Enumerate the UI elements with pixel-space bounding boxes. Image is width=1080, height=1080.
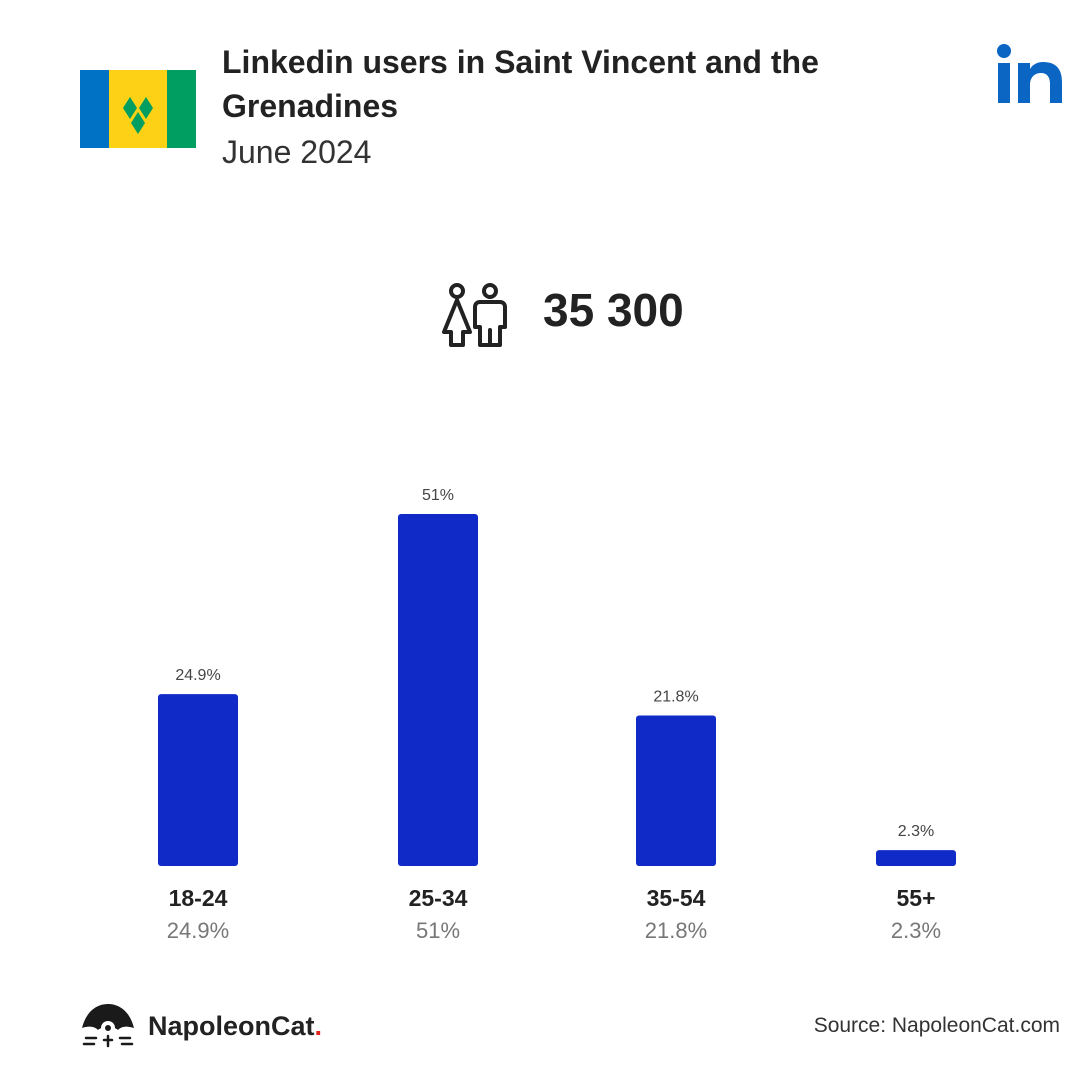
category-percent-label: 2.3%: [891, 918, 941, 943]
page-title: Linkedin users in Saint Vincent and the …: [222, 44, 819, 124]
bar-18-24: [158, 694, 238, 866]
bar-value-label: 51%: [422, 487, 454, 504]
bar-value-label: 2.3%: [898, 823, 934, 840]
age-distribution-chart: 24.9% 18-24 24.9% 51% 25-34 51% 21.8% 35-54 21.8…: [158, 487, 956, 943]
page-subtitle: June 2024: [222, 134, 372, 170]
bar-value-label: 24.9%: [175, 667, 220, 684]
brand-name: NapoleonCat.: [148, 1008, 322, 1044]
bar-25-34: [398, 514, 478, 866]
category-label: 18-24: [169, 885, 228, 911]
source-text: Source: NapoleonCat.com: [813, 1014, 1060, 1037]
category-label: 25-34: [409, 885, 468, 911]
category-label: 55+: [896, 885, 935, 911]
category-percent-label: 24.9%: [167, 918, 229, 943]
brand-name-text: NapoleonCat: [148, 1011, 315, 1041]
category-percent-label: 51%: [416, 918, 460, 943]
napoleoncat-logo-icon: [82, 1004, 134, 1048]
bar-55+: [876, 850, 956, 866]
bar-value-label: 21.8%: [653, 689, 698, 706]
linkedin-icon: [997, 44, 1062, 103]
bar-35-54: [636, 715, 716, 866]
total-users: 35 300: [543, 284, 684, 336]
users-icon: [442, 283, 507, 347]
category-percent-label: 21.8%: [645, 918, 707, 943]
flag-icon: [80, 70, 196, 148]
brand-dot: .: [314, 1011, 323, 1041]
category-label: 35-54: [647, 885, 706, 911]
